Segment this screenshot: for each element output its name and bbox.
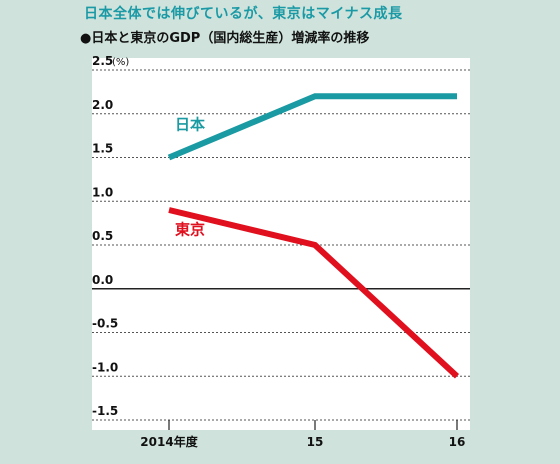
chart-title: 日本全体では伸びているが、東京はマイナス成長 [84, 6, 403, 22]
y-tick-label: -1.0 [92, 360, 118, 374]
y-tick-label: 0.0 [92, 273, 113, 287]
y-tick-label: 1.0 [92, 185, 113, 199]
y-unit-label: (%) [112, 57, 129, 68]
series-label-tokyo: 東京 [175, 221, 205, 239]
x-tick-label: 15 [307, 435, 324, 449]
chart-subtitle: ●日本と東京のGDP（国内総生産）増減率の推移 [80, 31, 370, 46]
y-tick-label: 2.5 [92, 54, 113, 68]
plot-area [92, 58, 470, 430]
y-tick-label: 0.5 [92, 229, 113, 243]
y-tick-label: 2.0 [92, 98, 113, 112]
y-tick-label: -1.5 [92, 404, 118, 418]
series-line-tokyo [168, 207, 460, 379]
x-tick-label: 16 [449, 435, 466, 449]
y-tick-label: 1.5 [92, 142, 113, 156]
series-label-japan: 日本 [175, 116, 205, 134]
y-tick-label: -0.5 [92, 317, 118, 331]
x-tick-label: 2014年度 [140, 434, 198, 449]
series-line-japan [167, 93, 457, 161]
